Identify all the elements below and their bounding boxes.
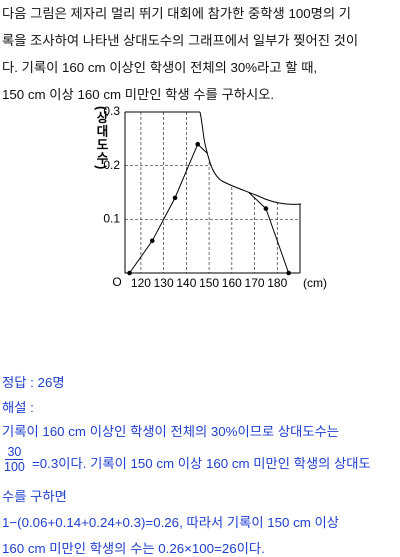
explanation-heading: 해설 : [2, 400, 34, 415]
y-tick-label: 0.3 [103, 104, 120, 118]
fraction: 30 100 [4, 445, 25, 474]
x-tick-label: 150 [199, 276, 219, 290]
x-tick-label: 170 [245, 276, 265, 290]
numerator: 30 [5, 445, 24, 460]
answer: 정답 : 26명 [2, 375, 65, 390]
x-tick-label: 180 [267, 276, 287, 290]
y-tick-label: 0.2 [103, 158, 120, 172]
explanation-line: 수를 구하면 [2, 489, 67, 504]
chart: 120 130 140 150 160 170 180 0.1 0.2 0.3 O (cm) [103, 104, 327, 290]
x-tick-label: 120 [131, 276, 151, 290]
x-tick-label: 160 [222, 276, 242, 290]
explanation-line: =0.3이다. 기록이 150 cm 이상 160 cm 미만인 학생의 상대도 [32, 456, 371, 471]
origin-label: O [112, 275, 121, 289]
plot-frame [124, 111, 301, 274]
denominator: 100 [4, 460, 25, 474]
y-tick-label: 0.1 [103, 212, 120, 226]
data-line [129, 143, 290, 274]
problem-line: 다. 기록이 160 cm 이상인 학생이 전체의 30%라고 할 때, [2, 60, 318, 75]
explanation-line: 기록이 160 cm 이상인 학생이 전체의 30%이므로 상대도수는 [2, 424, 340, 439]
y-axis-label: (상대도수) [94, 106, 108, 171]
explanation-line: 160 cm 미만인 학생의 수는 0.26×100=26이다. [2, 541, 265, 556]
problem-line: 150 cm 이상 160 cm 미만인 학생 수를 구하시오. [2, 87, 275, 102]
x-axis-label: (cm) [303, 276, 327, 290]
explanation-line: 1−(0.06+0.14+0.24+0.3)=0.26, 따라서 기록이 150… [2, 515, 340, 530]
x-tick-label: 130 [154, 276, 174, 290]
x-tick-label: 140 [176, 276, 196, 290]
data-point [172, 195, 178, 201]
torn-area [200, 104, 304, 205]
data-point [263, 206, 269, 211]
torn-edge [199, 111, 302, 205]
data-point [195, 141, 201, 147]
problem-line: 다음 그림은 제자리 멀리 뛰기 대회에 참가한 중학생 100명의 기 [2, 6, 352, 21]
data-point [149, 238, 155, 244]
problem-line: 록을 조사하여 나타낸 상대도수의 그래프에서 일부가 찢어진 것이 [2, 33, 359, 48]
